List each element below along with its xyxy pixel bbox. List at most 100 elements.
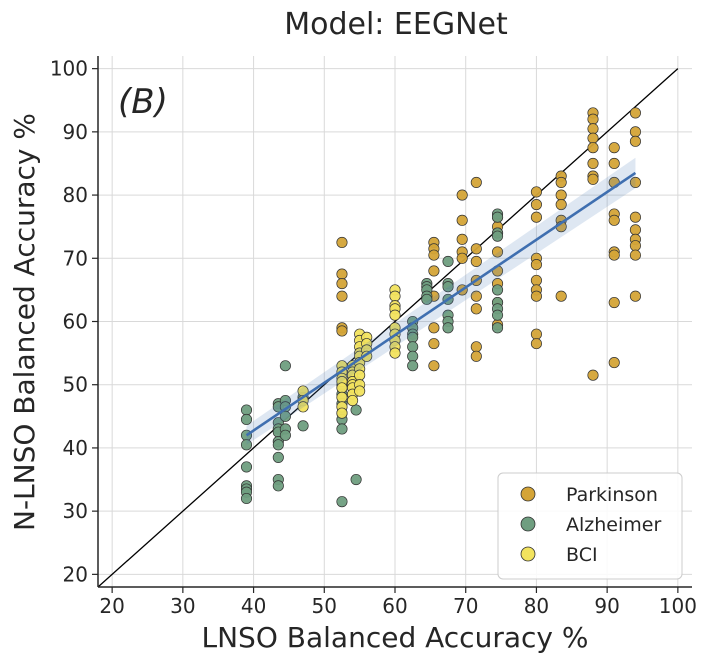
y-tick-label: 60 bbox=[63, 310, 88, 334]
point-alzheimer bbox=[491, 211, 504, 223]
point-bci bbox=[297, 401, 309, 413]
point-alzheimer bbox=[442, 281, 454, 293]
x-tick-label: 20 bbox=[99, 594, 124, 618]
point-parkinson bbox=[470, 176, 482, 188]
point-alzheimer bbox=[336, 496, 348, 508]
point-parkinson bbox=[530, 328, 542, 340]
point-parkinson bbox=[470, 341, 482, 353]
point-parkinson bbox=[629, 211, 641, 223]
point-parkinson bbox=[629, 135, 641, 147]
point-alzheimer bbox=[407, 360, 419, 372]
point-parkinson bbox=[530, 199, 542, 211]
y-tick-label: 50 bbox=[63, 373, 88, 397]
point-alzheimer bbox=[279, 429, 291, 441]
point-alzheimer bbox=[442, 322, 454, 334]
point-alzheimer bbox=[240, 461, 253, 473]
y-tick-label: 100 bbox=[50, 57, 88, 81]
point-parkinson bbox=[587, 142, 599, 154]
point-parkinson bbox=[336, 268, 348, 280]
point-parkinson bbox=[587, 173, 599, 185]
legend-marker-parkinson bbox=[520, 486, 536, 502]
point-parkinson bbox=[428, 265, 440, 277]
point-parkinson bbox=[530, 211, 542, 223]
point-parkinson bbox=[629, 176, 641, 188]
identity-line bbox=[98, 68, 679, 587]
point-alzheimer bbox=[421, 293, 433, 305]
point-alzheimer bbox=[491, 230, 504, 242]
point-bci bbox=[347, 394, 359, 407]
x-tick-label: 80 bbox=[524, 594, 549, 618]
axes: 20 30 40 50 60 70 80 90 100 20 30 40 50 60 70 80 90 100 bbox=[50, 56, 697, 618]
legend-label-bci: BCI bbox=[566, 544, 598, 566]
point-bci bbox=[389, 347, 401, 359]
x-tick-label: 50 bbox=[312, 594, 337, 618]
point-parkinson bbox=[608, 214, 620, 226]
point-parkinson bbox=[555, 189, 567, 201]
point-alzheimer bbox=[240, 404, 253, 416]
legend-label-parkinson: Parkinson bbox=[566, 484, 658, 506]
legend-marker-alzheimer bbox=[520, 516, 536, 532]
point-parkinson bbox=[587, 157, 599, 170]
y-tick-label: 40 bbox=[63, 436, 88, 460]
point-alzheimer bbox=[297, 420, 309, 432]
point-parkinson bbox=[629, 290, 641, 302]
point-bci bbox=[389, 309, 401, 321]
point-parkinson bbox=[530, 259, 542, 271]
point-parkinson bbox=[428, 338, 440, 350]
point-alzheimer bbox=[491, 322, 504, 334]
point-alzheimer bbox=[336, 423, 348, 435]
point-parkinson bbox=[530, 274, 542, 286]
point-parkinson bbox=[629, 249, 641, 261]
point-parkinson bbox=[470, 290, 482, 302]
point-alzheimer bbox=[279, 410, 291, 422]
point-parkinson bbox=[491, 246, 504, 258]
point-parkinson bbox=[336, 290, 348, 302]
point-bci bbox=[336, 391, 348, 403]
point-parkinson bbox=[456, 252, 468, 264]
point-parkinson bbox=[587, 369, 599, 381]
x-tick-label: 60 bbox=[382, 594, 407, 618]
point-alzheimer bbox=[272, 451, 284, 463]
point-alzheimer bbox=[407, 341, 419, 353]
point-bci bbox=[389, 290, 401, 302]
point-parkinson bbox=[456, 233, 468, 245]
legend-marker-bci bbox=[520, 546, 536, 562]
point-alzheimer bbox=[240, 492, 253, 505]
point-parkinson bbox=[336, 325, 348, 337]
point-parkinson bbox=[456, 214, 468, 226]
point-parkinson bbox=[336, 278, 348, 290]
y-tick-label: 70 bbox=[63, 246, 88, 270]
point-parkinson bbox=[470, 255, 482, 267]
point-parkinson bbox=[555, 176, 567, 188]
legend-box bbox=[497, 472, 683, 580]
point-alzheimer bbox=[491, 309, 504, 321]
point-parkinson bbox=[336, 236, 348, 249]
point-parkinson bbox=[608, 157, 620, 170]
point-parkinson bbox=[608, 357, 620, 369]
point-alzheimer bbox=[350, 404, 362, 416]
x-tick-label: 90 bbox=[594, 594, 619, 618]
x-axis-label: LNSO Balanced Accuracy % bbox=[202, 621, 589, 654]
regression-line bbox=[245, 171, 637, 437]
point-alzheimer bbox=[240, 413, 253, 426]
y-tick-label: 90 bbox=[63, 120, 88, 144]
regression-band bbox=[246, 157, 636, 445]
point-alzheimer bbox=[407, 350, 419, 362]
point-alzheimer bbox=[442, 255, 454, 267]
point-bci bbox=[336, 382, 348, 394]
point-parkinson bbox=[629, 107, 641, 119]
point-parkinson bbox=[530, 338, 542, 350]
point-parkinson bbox=[428, 360, 440, 372]
point-parkinson bbox=[555, 199, 567, 211]
point-bci bbox=[354, 385, 366, 397]
point-parkinson bbox=[587, 113, 599, 125]
y-tick-label: 20 bbox=[63, 562, 88, 586]
y-axis-label: N-LNSO Balanced Accuracy % bbox=[8, 113, 41, 531]
point-parkinson bbox=[608, 249, 620, 261]
point-parkinson bbox=[530, 186, 542, 198]
point-alzheimer bbox=[350, 473, 362, 486]
point-bci bbox=[336, 407, 348, 419]
point-alzheimer bbox=[240, 439, 253, 451]
x-tick-label: 30 bbox=[170, 594, 195, 618]
